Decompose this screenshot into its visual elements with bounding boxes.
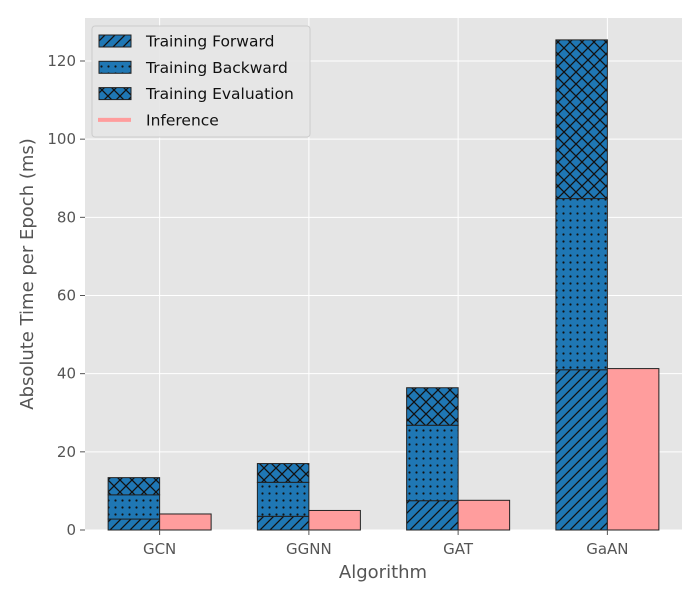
bar-inference [308, 509, 361, 531]
legend-swatch [98, 34, 132, 48]
bar-training-backward [406, 424, 459, 502]
y-tick-label: 120 [47, 52, 76, 70]
x-tick-label: GAT [443, 540, 474, 558]
x-tick-label: GCN [143, 540, 176, 558]
bar-inference [159, 513, 212, 531]
bars [107, 39, 660, 531]
bar-training-evaluation [256, 463, 310, 483]
bar-training-forward [107, 518, 161, 531]
legend-label: Training Forward [145, 33, 274, 51]
bar-training-evaluation [555, 39, 608, 200]
legend: Training Forward Training Backward Trainin… [91, 25, 311, 138]
legend-label: Inference [146, 111, 219, 129]
bar-training-forward [256, 515, 310, 531]
y-tick-label: 40 [57, 365, 76, 383]
bar-training-evaluation [107, 477, 161, 496]
x-axis-title: Algorithm [339, 562, 427, 583]
bar-training-backward [107, 494, 161, 520]
legend-swatch [98, 60, 132, 74]
bar-inference [606, 368, 660, 531]
bar-training-forward [555, 369, 608, 531]
legend-frame [91, 25, 311, 138]
y-tick-label: 60 [57, 286, 76, 304]
bar-training-backward [256, 481, 310, 517]
bar-training-backward [555, 198, 608, 371]
bar-training-evaluation [406, 387, 459, 426]
bar-inference [457, 499, 511, 531]
y-axis-ticks: 0 20 40 60 80 100 120 [47, 52, 85, 539]
legend-label: Training Backward [145, 59, 288, 77]
x-axis-ticks: GCN GGNN GAT GaAN [143, 530, 629, 558]
y-axis-title: Absolute Time per Epoch (ms) [17, 138, 38, 410]
x-tick-label: GaAN [586, 540, 628, 558]
x-tick-label: GGNN [286, 540, 332, 558]
y-tick-label: 100 [47, 130, 76, 148]
legend-label: Training Evaluation [145, 85, 294, 103]
legend-swatch [98, 87, 132, 101]
y-tick-label: 20 [57, 443, 76, 461]
bar-training-forward [406, 500, 459, 531]
y-tick-label: 0 [66, 521, 76, 539]
y-tick-label: 80 [57, 208, 76, 226]
